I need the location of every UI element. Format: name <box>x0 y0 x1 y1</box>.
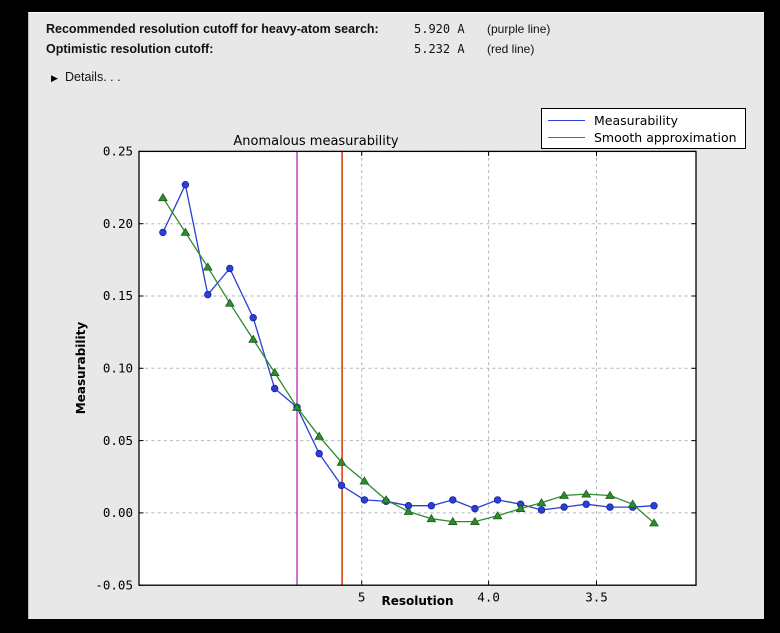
smooth-approximation-marker <box>649 518 659 527</box>
y-axis-label: Measurability <box>74 322 88 415</box>
smooth-approximation-marker <box>157 192 168 202</box>
smooth-approximation-marker <box>248 334 259 343</box>
smooth-approximation-marker <box>469 516 480 525</box>
measurability-marker <box>360 496 369 504</box>
smooth-approximation-marker <box>336 457 347 466</box>
smooth-approximation-marker <box>269 367 280 376</box>
legend-entry-smooth: Smooth approximation <box>548 129 745 146</box>
y-tick-label: 0.00 <box>103 505 133 520</box>
smooth-approximation-marker <box>581 489 592 498</box>
optimistic-cutoff-value: 5.232 A <box>414 42 465 56</box>
legend-label-smooth: Smooth approximation <box>594 130 737 145</box>
smooth-approximation-marker <box>314 431 325 440</box>
x-tick-label: 3.5 <box>585 590 608 605</box>
recommended-cutoff-note: (purple line) <box>487 22 551 36</box>
legend-label-measurability: Measurability <box>594 113 679 128</box>
details-label[interactable]: Details. . . <box>65 70 121 84</box>
recommended-cutoff-value: 5.920 A <box>414 22 465 36</box>
smooth-approximation-marker <box>426 513 437 523</box>
y-tick-label: 0.15 <box>103 288 133 303</box>
app-window: Recommended resolution cutoff for heavy-… <box>28 12 764 619</box>
disclosure-triangle-icon[interactable]: ▶ <box>51 73 58 83</box>
measurability-marker <box>427 502 436 510</box>
measurability-marker <box>270 384 279 393</box>
measurability-line-sample <box>548 120 585 121</box>
y-tick-label: 0.10 <box>103 361 133 376</box>
smooth-approximation-marker <box>381 495 392 504</box>
measurability-marker <box>226 264 234 273</box>
chart-title: Anomalous measurability <box>233 134 399 149</box>
measurability-marker <box>493 496 502 504</box>
measurability-marker <box>537 506 546 514</box>
measurability-marker <box>606 503 614 511</box>
smooth-approximation-marker <box>224 298 235 307</box>
measurability-marker <box>181 180 190 189</box>
smooth-approximation-marker <box>180 227 191 236</box>
smooth-approximation-marker <box>627 499 638 508</box>
smooth-approximation-marker <box>536 498 547 507</box>
measurability-marker <box>560 503 568 511</box>
x-tick-label: 4.0 <box>477 590 500 605</box>
smooth-approximation-marker <box>559 490 570 499</box>
measurability-marker <box>337 481 346 490</box>
measurability-marker <box>159 228 167 237</box>
smooth-approximation-marker <box>515 503 526 512</box>
smooth-approximation-marker <box>403 506 414 515</box>
smooth-approximation-marker <box>492 511 503 520</box>
smooth-approximation-marker <box>447 516 458 525</box>
smooth-line-sample <box>548 137 585 138</box>
x-tick-label: 5 <box>358 590 366 605</box>
x-axis-label: Resolution <box>381 594 453 608</box>
smooth-approximation-marker <box>202 262 213 271</box>
measurability-marker <box>650 502 658 510</box>
smooth-approximation-marker <box>605 490 615 499</box>
smooth-approximation-marker <box>359 476 370 485</box>
recommended-cutoff-label: Recommended resolution cutoff for heavy-… <box>46 22 379 36</box>
optimistic-cutoff-note: (red line) <box>487 42 535 56</box>
chart-legend: Measurability Smooth approximation <box>541 108 746 149</box>
y-tick-label: 0.05 <box>103 433 133 448</box>
y-tick-label: 0.20 <box>103 216 133 231</box>
measurability-marker <box>249 313 257 322</box>
y-tick-label: -0.05 <box>95 577 133 592</box>
measurability-marker <box>315 449 323 458</box>
smooth-approximation-marker <box>292 402 302 411</box>
measurability-marker <box>449 496 457 504</box>
optimistic-cutoff-label: Optimistic resolution cutoff: <box>46 42 214 56</box>
legend-entry-measurability: Measurability <box>548 112 745 129</box>
anomalous-measurability-plot: 5 4.0 3.5 0.25 0.20 0.15 0.10 0.05 0.00 -0.05 Anom… <box>74 134 697 608</box>
optimistic-cutoff-row: Optimistic resolution cutoff: 5.232 A (r… <box>29 42 764 58</box>
measurability-marker <box>471 504 479 513</box>
measurability-marker <box>204 290 212 299</box>
plot-area <box>139 151 696 586</box>
measurability-marker <box>582 500 590 508</box>
y-tick-label: 0.25 <box>103 144 133 159</box>
recommended-cutoff-row: Recommended resolution cutoff for heavy-… <box>29 22 764 38</box>
chart-figure: 5 4.0 3.5 0.25 0.20 0.15 0.10 0.05 0.00 -0.05 Anom… <box>29 96 765 620</box>
